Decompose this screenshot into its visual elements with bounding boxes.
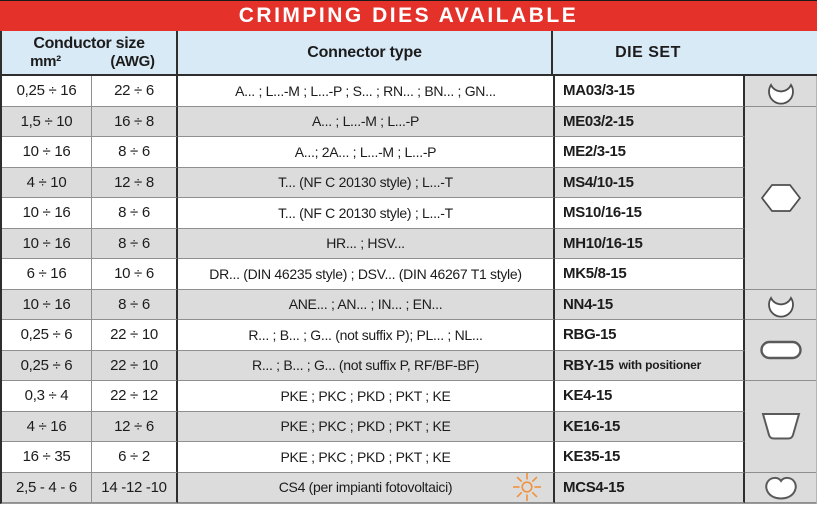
die-set-cell: MCS4-15: [555, 472, 745, 503]
die-profile-cell: [745, 472, 816, 503]
die-set-cell: NN4-15: [555, 289, 745, 320]
die-set-cell: MH10/16-15: [555, 228, 745, 259]
hexagon-die-icon: [760, 183, 801, 212]
header-mm2-label: mm²: [30, 53, 61, 70]
connector-type-cell: A... ; L...-M ; L...-P ; S... ; RN... ; …: [178, 76, 555, 107]
die-set-cell: MS4/10-15: [555, 167, 745, 198]
connector-type-cell: R... ; B... ; G... (not suffix P); PL...…: [178, 320, 555, 351]
conductor-mm2-cell: 10 ÷ 16: [2, 289, 92, 320]
oval-die-icon: [759, 340, 802, 360]
conductor-awg-cell: 16 ÷ 8: [92, 106, 178, 137]
connector-type-cell: ANE... ; AN... ; IN... ; EN...: [178, 289, 555, 320]
connector-type-cell: PKE ; PKC ; PKD ; PKT ; KE: [178, 381, 555, 412]
conductor-awg-cell: 22 ÷ 10: [92, 320, 178, 351]
header-awg-label: (AWG): [110, 53, 155, 70]
conductor-mm2-cell: 0,25 ÷ 16: [2, 76, 92, 107]
die-profile-cell: [745, 106, 816, 290]
connector-type-cell: CS4 (per impianti fotovoltaici): [178, 472, 555, 503]
conductor-awg-cell: 8 ÷ 6: [92, 228, 178, 259]
conductor-mm2-cell: 10 ÷ 16: [2, 137, 92, 168]
die-set-cell: KE4-15: [555, 381, 745, 412]
conductor-awg-cell: 8 ÷ 6: [92, 137, 178, 168]
connector-type-cell: T... (NF C 20130 style) ; L...-T: [178, 198, 555, 229]
die-profile-cell: [745, 320, 816, 381]
conductor-mm2-cell: 2,5 - 4 - 6: [2, 472, 92, 503]
die-set-cell: KE35-15: [555, 442, 745, 473]
table-body: 0,25 ÷ 16 22 ÷ 6 A... ; L...-M ; L...-P …: [0, 76, 817, 504]
die-profile-cell: [745, 289, 816, 320]
die-set-cell: ME03/2-15: [555, 106, 745, 137]
sun-icon: [513, 473, 541, 502]
die-set-note: with positioner: [618, 358, 702, 373]
conductor-awg-cell: 8 ÷ 6: [92, 289, 178, 320]
die-profile-cell: [745, 76, 816, 107]
conductor-awg-cell: 12 ÷ 8: [92, 167, 178, 198]
die-profile-cell: [745, 381, 816, 473]
conductor-mm2-cell: 0,25 ÷ 6: [2, 320, 92, 351]
table-title: CRIMPING DIES AVAILABLE: [238, 4, 579, 27]
header-connector-type: Connector type: [178, 31, 553, 74]
conductor-awg-cell: 22 ÷ 6: [92, 76, 178, 107]
connector-type-cell: DR... (DIN 46235 style) ; DSV... (DIN 46…: [178, 259, 555, 290]
concave-die-icon: [767, 82, 794, 105]
notched-oval-die-icon: [764, 477, 797, 500]
conductor-awg-cell: 6 ÷ 2: [92, 442, 178, 473]
die-set-cell: MA03/3-15: [555, 76, 745, 107]
connector-type-cell: R... ; B... ; G... (not suffix P, RF/BF-…: [178, 350, 555, 381]
conductor-mm2-cell: 4 ÷ 16: [2, 411, 92, 442]
header-conductor-size: Conductor size mm² (AWG): [2, 31, 178, 74]
table-header-row: Conductor size mm² (AWG) Connector type …: [0, 31, 817, 76]
conductor-awg-cell: 10 ÷ 6: [92, 259, 178, 290]
table-title-banner: CRIMPING DIES AVAILABLE: [0, 1, 817, 31]
conductor-mm2-cell: 0,3 ÷ 4: [2, 381, 92, 412]
conductor-mm2-cell: 4 ÷ 10: [2, 167, 92, 198]
conductor-mm2-cell: 10 ÷ 16: [2, 228, 92, 259]
conductor-mm2-cell: 1,5 ÷ 10: [2, 106, 92, 137]
conductor-mm2-cell: 10 ÷ 16: [2, 198, 92, 229]
connector-type-cell: T... (NF C 20130 style) ; L...-T: [178, 167, 555, 198]
header-filler: [743, 31, 817, 74]
conductor-mm2-cell: 6 ÷ 16: [2, 259, 92, 290]
die-set-cell: ME2/3-15: [555, 137, 745, 168]
header-conductor-size-label: Conductor size: [33, 35, 145, 52]
conductor-awg-cell: 22 ÷ 10: [92, 350, 178, 381]
die-set-cell: RBG-15: [555, 320, 745, 351]
die-set-cell: KE16-15: [555, 411, 745, 442]
connector-type-cell: HR... ; HSV...: [178, 228, 555, 259]
connector-type-cell: A... ; L...-M ; L...-P: [178, 106, 555, 137]
conductor-mm2-cell: 16 ÷ 35: [2, 442, 92, 473]
connector-type-cell: PKE ; PKC ; PKD ; PKT ; KE: [178, 411, 555, 442]
conductor-awg-cell: 22 ÷ 12: [92, 381, 178, 412]
conductor-mm2-cell: 0,25 ÷ 6: [2, 350, 92, 381]
connector-type-cell: A...; 2A... ; L...-M ; L...-P: [178, 137, 555, 168]
die-set-cell: MK5/8-15: [555, 259, 745, 290]
conductor-awg-cell: 8 ÷ 6: [92, 198, 178, 229]
header-die-set: DIE SET: [615, 43, 681, 61]
concave-die-icon: [767, 296, 794, 318]
die-set-cell: MS10/16-15: [555, 198, 745, 229]
conductor-awg-cell: 14 -12 -10: [92, 472, 178, 503]
die-set-cell: RBY-15 with positioner: [555, 350, 745, 381]
trapezoid-die-icon: [761, 413, 800, 440]
connector-type-cell: PKE ; PKC ; PKD ; PKT ; KE: [178, 442, 555, 473]
conductor-awg-cell: 12 ÷ 6: [92, 411, 178, 442]
